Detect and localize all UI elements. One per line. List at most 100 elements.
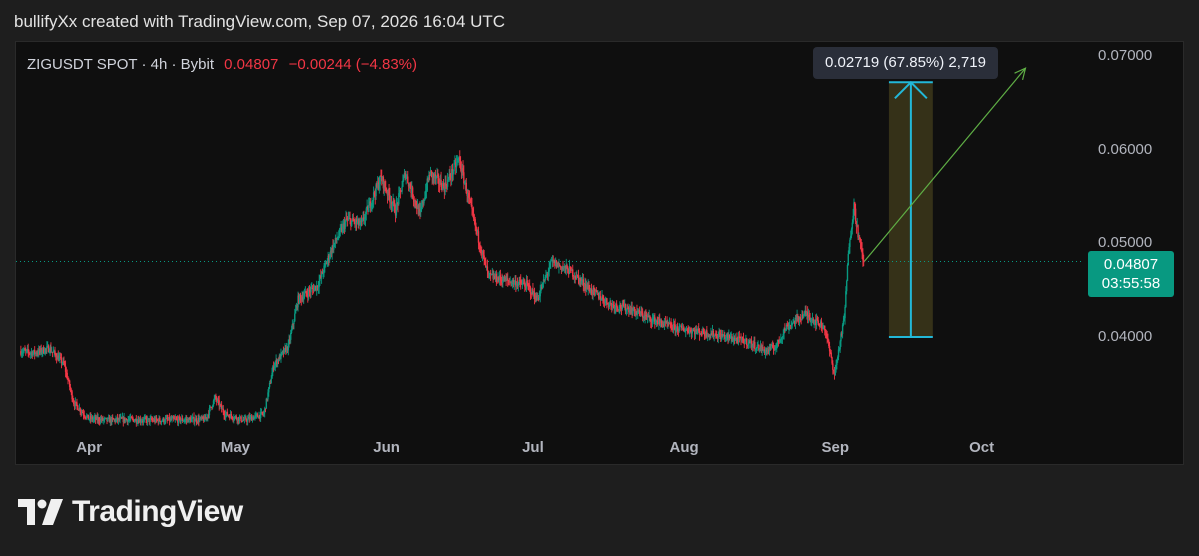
candle-body bbox=[657, 322, 659, 325]
candle-body bbox=[186, 418, 189, 420]
candle-body bbox=[195, 418, 198, 422]
candle-body bbox=[711, 333, 713, 336]
candle-body bbox=[293, 321, 295, 324]
price-chart-svg[interactable] bbox=[16, 42, 1185, 466]
candle-body bbox=[572, 276, 575, 278]
candle-body bbox=[58, 357, 60, 361]
candle-body bbox=[224, 415, 226, 417]
candle-body bbox=[737, 339, 739, 343]
candle-body bbox=[72, 399, 74, 402]
candle-body bbox=[228, 415, 230, 417]
candle-body bbox=[819, 325, 821, 328]
candle-body bbox=[714, 334, 716, 336]
candle-body bbox=[77, 405, 79, 410]
candle-body bbox=[622, 303, 624, 305]
candle-body bbox=[194, 420, 196, 423]
candle-body bbox=[652, 318, 654, 320]
candle-body bbox=[92, 419, 94, 421]
candle-body bbox=[381, 177, 384, 182]
tradingview-logo-icon bbox=[18, 499, 63, 525]
candle-body bbox=[538, 296, 541, 299]
candle-body bbox=[399, 190, 402, 192]
candle-body bbox=[544, 277, 546, 281]
candle-body bbox=[771, 344, 773, 346]
candle-body bbox=[250, 416, 252, 418]
candle-body bbox=[748, 341, 750, 344]
candle-body bbox=[815, 319, 817, 325]
candle-body bbox=[384, 181, 386, 188]
candle-body bbox=[284, 347, 286, 349]
candle-body bbox=[804, 310, 806, 312]
candle-body bbox=[489, 272, 492, 275]
footer-brand[interactable]: TradingView bbox=[18, 495, 243, 529]
candle-body bbox=[29, 352, 32, 354]
candle-body bbox=[386, 192, 389, 196]
candle-body bbox=[689, 330, 692, 332]
candle-body bbox=[68, 380, 71, 387]
candle-body bbox=[730, 336, 732, 338]
candle-body bbox=[182, 420, 185, 422]
candle-body bbox=[254, 415, 256, 417]
last-price-value: 0.04807 bbox=[1103, 256, 1159, 273]
candle-body bbox=[198, 418, 201, 422]
candle-body bbox=[414, 200, 416, 202]
candle-body bbox=[735, 337, 737, 339]
candle-body bbox=[476, 231, 479, 233]
candle-body bbox=[855, 221, 858, 227]
candle-body bbox=[588, 285, 590, 290]
candle-body bbox=[338, 229, 341, 237]
candle-body bbox=[272, 366, 275, 369]
candle-body bbox=[668, 323, 671, 325]
candle-body bbox=[271, 372, 273, 379]
candle-body bbox=[543, 279, 546, 281]
candle-body bbox=[26, 348, 29, 350]
candle-body bbox=[155, 417, 158, 420]
candle-body bbox=[133, 420, 136, 422]
candle-body bbox=[611, 304, 614, 307]
candle-body bbox=[366, 206, 368, 209]
candle-body bbox=[119, 417, 121, 420]
candle-body bbox=[391, 204, 394, 206]
candle-body bbox=[178, 417, 181, 419]
candle-body bbox=[368, 205, 370, 212]
candle-body bbox=[502, 276, 505, 282]
projection-arrow-head bbox=[1014, 67, 1027, 81]
candle-body bbox=[541, 287, 543, 289]
candle-body bbox=[333, 244, 335, 250]
candle-body bbox=[36, 353, 38, 355]
candle-body bbox=[320, 276, 322, 278]
candle-body bbox=[239, 416, 242, 418]
candle-body bbox=[707, 335, 710, 337]
candle-body bbox=[613, 305, 615, 310]
candle-body bbox=[392, 200, 394, 205]
candle-body bbox=[342, 223, 345, 226]
candle-body bbox=[601, 296, 603, 300]
candle-body bbox=[836, 359, 838, 365]
candle-body bbox=[159, 418, 161, 422]
candle-body bbox=[745, 338, 748, 346]
candle-body bbox=[430, 170, 433, 172]
candle-body bbox=[548, 268, 550, 272]
candle-body bbox=[684, 331, 686, 333]
candle-body bbox=[268, 382, 271, 388]
price-axis[interactable]: 0.07000 0.06000 0.05000 0.04000 bbox=[1086, 42, 1185, 466]
candle-body bbox=[290, 329, 293, 333]
candle-body bbox=[715, 334, 717, 336]
candle-body bbox=[140, 421, 142, 423]
candle-body bbox=[417, 205, 420, 215]
candle-body bbox=[342, 225, 344, 232]
candle-body bbox=[295, 305, 298, 310]
candle-body bbox=[634, 311, 637, 315]
candle-body bbox=[729, 337, 732, 339]
candle-body bbox=[820, 321, 823, 328]
candle-body bbox=[174, 418, 177, 420]
candle-body bbox=[475, 226, 477, 228]
candle-body bbox=[606, 298, 608, 304]
candle-body bbox=[567, 273, 570, 275]
candle-body bbox=[789, 325, 792, 327]
chart-panel[interactable]: ZIGUSDT SPOT · 4h · Bybit 0.04807 −0.002… bbox=[15, 41, 1184, 465]
candle-body bbox=[129, 418, 131, 420]
candle-body bbox=[576, 274, 579, 276]
candle-body bbox=[607, 304, 610, 308]
candle-body bbox=[834, 368, 836, 376]
